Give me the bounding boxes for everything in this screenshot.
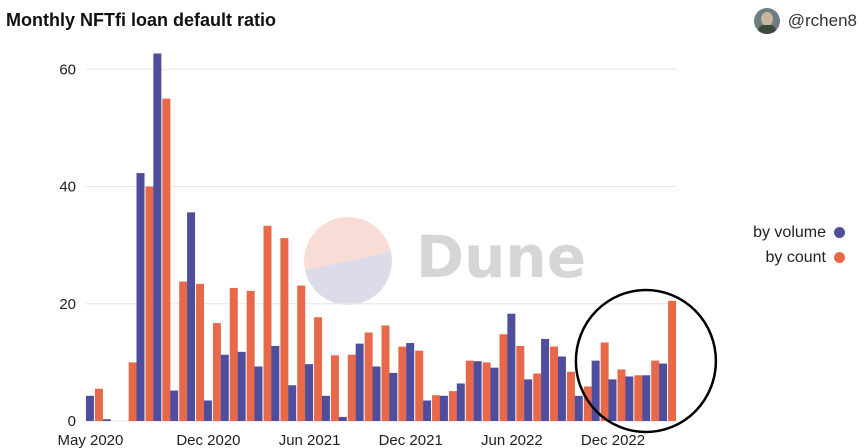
bar-by-volume-25[interactable]: Jun 2022 – by volume: 18.3 (507, 313, 516, 421)
avatar[interactable] (753, 8, 780, 34)
bar-by-count-22[interactable]: Mar 2022 – by count: 10.3 (465, 360, 474, 421)
bar-by-count-4[interactable]: Sep 2020 – by count: 55 (162, 98, 171, 422)
bar-by-count-14[interactable]: Jul 2021 – by count: 11.2 (330, 355, 339, 421)
bar-by-volume-1[interactable]: Jun 2020 – by volume: 0.3 (102, 419, 111, 421)
legend-label-by-count: by count (765, 248, 826, 266)
bar-by-volume-34[interactable]: Mar 2023 – by volume: 9.8 (659, 363, 668, 421)
bar-by-count-34[interactable]: Mar 2023 – by count: 20.5 (668, 300, 677, 421)
bar-by-volume-26[interactable]: Jul 2022 – by volume: 7.1 (524, 379, 533, 421)
legend-dot-by-count-icon (834, 252, 845, 263)
bar-by-count-10[interactable]: Mar 2021 – by count: 33.3 (263, 225, 272, 421)
bar-by-volume-22[interactable]: Mar 2022 – by volume: 6.4 (456, 383, 465, 421)
legend-label-by-volume: by volume (753, 223, 826, 241)
bar-by-count-32[interactable]: Jan 2023 – by count: 7.8 (634, 375, 643, 421)
bar-by-volume-4[interactable]: Sep 2020 – by volume: 62.7 (153, 53, 162, 421)
bar-by-volume-27[interactable]: Aug 2022 – by volume: 14 (541, 338, 550, 421)
bar-by-volume-10[interactable]: Mar 2021 – by volume: 9.3 (254, 366, 263, 421)
bar-by-volume-0[interactable]: May 2020 – by volume: 4.3 (85, 395, 94, 421)
watermark-top-icon (304, 217, 391, 270)
bar-by-count-26[interactable]: Jul 2022 – by count: 8.1 (533, 373, 542, 421)
bar-by-count-19[interactable]: Dec 2021 – by count: 12 (415, 350, 424, 421)
bar-by-volume-32[interactable]: Jan 2023 – by volume: 7.6 (625, 376, 634, 421)
bar-by-count-8[interactable]: Jan 2021 – by count: 22.7 (229, 287, 238, 421)
bar-by-count-29[interactable]: Oct 2022 – by count: 5.9 (583, 386, 592, 421)
y-tick-label: 20 (59, 296, 76, 313)
bar-by-volume-6[interactable]: Nov 2020 – by volume: 35.6 (187, 212, 196, 421)
bar-by-volume-14[interactable]: Jul 2021 – by volume: 4.3 (321, 395, 330, 421)
bar-by-volume-24[interactable]: May 2022 – by volume: 9.1 (490, 367, 499, 421)
bar-by-volume-9[interactable]: Feb 2021 – by volume: 11.8 (237, 351, 246, 421)
annotation-ellipse (574, 288, 718, 434)
bar-by-volume-5[interactable]: Oct 2020 – by volume: 5.2 (170, 390, 179, 421)
x-axis-ticks: May 2020 Dec 2020 Jun 2021 Dec 2021 Jun 2022… (57, 432, 645, 448)
bar-by-count-17[interactable]: Oct 2021 – by count: 16.3 (381, 325, 390, 421)
bar-by-volume-17[interactable]: Oct 2021 – by volume: 9.3 (372, 366, 381, 421)
bar-by-count-7[interactable]: Dec 2020 – by count: 16.7 (212, 323, 221, 421)
bar-by-count-20[interactable]: Jan 2022 – by count: 4.4 (432, 395, 441, 421)
y-axis-ticks: 0 20 40 60 (59, 61, 76, 430)
bar-by-count-13[interactable]: Jun 2021 – by count: 17.7 (314, 317, 323, 421)
bar-by-volume-15[interactable]: Aug 2021 – by volume: 0.7 (338, 416, 347, 421)
x-tick-label: Dec 2021 (379, 432, 443, 448)
bar-by-count-21[interactable]: Feb 2022 – by count: 5.1 (448, 391, 457, 421)
bar-by-volume-20[interactable]: Jan 2022 – by volume: 3.5 (423, 400, 432, 421)
bar-by-volume-12[interactable]: May 2021 – by volume: 6.1 (288, 385, 297, 421)
watermark-text: Dune (416, 223, 586, 291)
bar-by-count-9[interactable]: Feb 2021 – by count: 22.2 (246, 290, 255, 421)
bar-by-volume-16[interactable]: Sep 2021 – by volume: 13.2 (355, 343, 364, 421)
author-name[interactable]: @rchen8 (787, 11, 857, 30)
bar-by-count-16[interactable]: Sep 2021 – by count: 15.1 (364, 332, 373, 421)
legend-item-by-count[interactable]: by count (753, 245, 845, 270)
dune-watermark: Dune (304, 217, 586, 305)
x-tick-label: Jun 2021 (279, 432, 341, 448)
bar-by-volume-3[interactable]: Aug 2020 – by volume: 42.3 (136, 173, 145, 421)
bar-by-volume-31[interactable]: Dec 2022 – by volume: 7.1 (608, 379, 617, 421)
bar-by-count-30[interactable]: Nov 2022 – by count: 13.4 (600, 342, 609, 421)
bar-by-volume-30[interactable]: Nov 2022 – by volume: 10.3 (591, 360, 600, 421)
bar-by-count-31[interactable]: Dec 2022 – by count: 8.8 (617, 369, 626, 421)
bar-by-volume-23[interactable]: Apr 2022 – by volume: 10.2 (473, 361, 482, 421)
x-tick-label: May 2020 (57, 432, 123, 448)
bar-by-count-0[interactable]: May 2020 – by count: 5.5 (94, 388, 103, 421)
bar-by-volume-8[interactable]: Jan 2021 – by volume: 11.3 (220, 354, 229, 421)
legend: by volume by count (753, 220, 845, 270)
bar-by-count-15[interactable]: Aug 2021 – by count: 11.3 (347, 354, 356, 421)
annotation-layer (574, 288, 718, 434)
bar-by-volume-21[interactable]: Feb 2022 – by volume: 4.3 (439, 395, 448, 421)
author-badge[interactable]: @rchen8 (753, 8, 857, 34)
bar-by-count-25[interactable]: Jun 2022 – by count: 12.8 (516, 345, 525, 421)
bar-by-count-6[interactable]: Nov 2020 – by count: 23.4 (196, 283, 205, 421)
bar-by-count-3[interactable]: Aug 2020 – by count: 40 (145, 186, 154, 421)
x-tick-label: Dec 2022 (581, 432, 645, 448)
bar-by-count-2[interactable]: Jul 2020 – by count: 10 (128, 362, 137, 421)
chart-title: Monthly NFTfi loan default ratio (6, 10, 276, 30)
bar-by-volume-13[interactable]: Jun 2021 – by volume: 9.7 (305, 364, 314, 421)
bars: May 2020 – by volume: 4.3May 2020 – by c… (85, 53, 677, 422)
bar-by-count-5[interactable]: Oct 2020 – by count: 23.8 (179, 281, 188, 422)
bar-by-volume-33[interactable]: Feb 2023 – by volume: 7.8 (642, 375, 651, 421)
watermark-bottom-icon (305, 252, 392, 305)
legend-item-by-volume[interactable]: by volume (753, 220, 845, 245)
bar-by-volume-29[interactable]: Oct 2022 – by volume: 4.3 (574, 395, 583, 421)
bar-by-count-18[interactable]: Nov 2021 – by count: 12.7 (398, 346, 407, 421)
x-tick-label: Jun 2022 (481, 432, 543, 448)
bar-by-count-27[interactable]: Aug 2022 – by count: 12.7 (550, 346, 559, 421)
bar-by-count-12[interactable]: May 2021 – by count: 23.1 (297, 285, 306, 421)
y-tick-label: 40 (59, 179, 76, 196)
bar-by-volume-19[interactable]: Dec 2021 – by volume: 13.3 (406, 343, 415, 421)
bar-by-count-24[interactable]: May 2022 – by count: 14.8 (499, 334, 508, 421)
legend-dot-by-volume-icon (834, 227, 845, 238)
y-tick-label: 60 (59, 61, 76, 78)
bar-by-count-28[interactable]: Sep 2022 – by count: 8.4 (566, 371, 575, 421)
y-tick-label: 0 (68, 413, 76, 430)
bar-by-volume-7[interactable]: Dec 2020 – by volume: 3.5 (203, 400, 212, 421)
x-tick-label: Dec 2020 (176, 432, 240, 448)
bar-by-count-23[interactable]: Apr 2022 – by count: 10 (482, 362, 491, 421)
bar-by-volume-28[interactable]: Sep 2022 – by volume: 11 (557, 356, 566, 421)
bar-by-volume-11[interactable]: Apr 2021 – by volume: 12.8 (271, 345, 280, 421)
bar-by-volume-18[interactable]: Nov 2021 – by volume: 8.2 (389, 372, 398, 421)
bar-by-count-11[interactable]: Apr 2021 – by count: 31.2 (280, 238, 289, 421)
bar-by-count-33[interactable]: Feb 2023 – by count: 10.3 (651, 360, 660, 421)
